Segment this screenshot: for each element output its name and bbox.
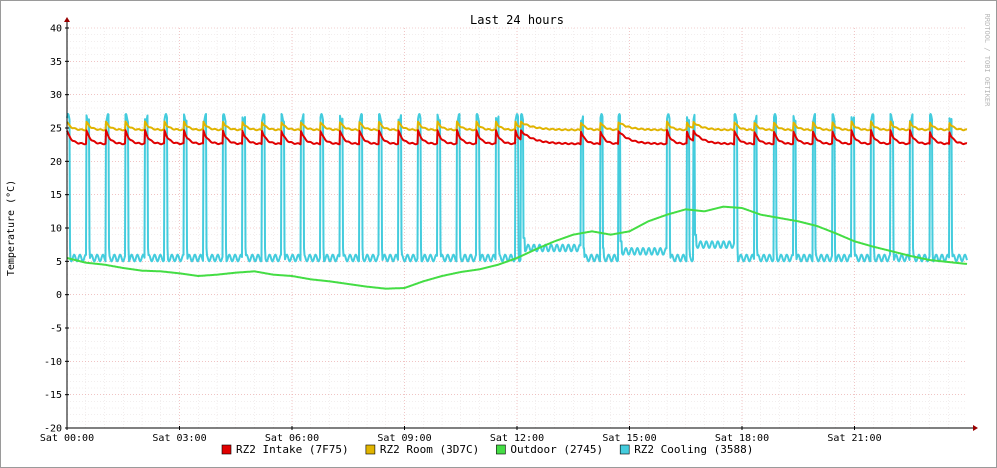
x-tick-label: Sat 12:00 [490, 433, 544, 444]
legend-label: RZ2 Intake (7F75) [236, 443, 349, 456]
y-axis-label: Temperature (°C) [6, 180, 17, 276]
y-tick-label: 5 [56, 257, 62, 268]
y-tick-label: 40 [50, 24, 62, 35]
legend-label: Outdoor (2745) [510, 443, 603, 456]
series-line-rz2-cooling-3588 [66, 113, 968, 263]
x-tick-label: Sat 06:00 [265, 433, 319, 444]
x-tick-label: Sat 18:00 [715, 433, 769, 444]
legend-swatch [365, 444, 376, 455]
series-line-outdoor-2745 [66, 205, 968, 290]
series-line-rz2-room-3d7c [66, 120, 968, 132]
chart-title: Last 24 hours [470, 13, 564, 27]
y-axis-arrow [64, 17, 70, 22]
y-tick-label: -5 [50, 324, 62, 335]
legend-label: RZ2 Cooling (3588) [634, 443, 753, 456]
x-tick-label: Sat 03:00 [152, 433, 206, 444]
x-axis-arrow [973, 425, 978, 431]
y-tick-label: -10 [44, 357, 62, 368]
legend-label: RZ2 Room (3D7C) [380, 443, 479, 456]
legend-swatch [619, 444, 630, 455]
x-tick-label: Sat 15:00 [602, 433, 656, 444]
x-tick-label: Sat 09:00 [377, 433, 431, 444]
y-tick-label: -15 [44, 390, 62, 401]
y-tick-label: 35 [50, 57, 62, 68]
y-tick-label: 10 [50, 224, 62, 235]
rrdtool-watermark: RRDTOOL / TOBI OETIKER [983, 14, 991, 108]
y-tick-label: 0 [56, 290, 62, 301]
y-tick-label: -20 [44, 424, 62, 435]
y-tick-label: 30 [50, 90, 62, 101]
x-tick-label: Sat 00:00 [40, 433, 94, 444]
y-tick-label: 25 [50, 124, 62, 135]
series-line-rz2-intake-7f75 [66, 129, 968, 146]
x-tick-label: Sat 21:00 [827, 433, 881, 444]
legend-swatch [496, 444, 506, 455]
y-tick-label: 15 [50, 190, 62, 201]
legend-swatch [221, 444, 232, 455]
y-tick-label: 20 [50, 157, 62, 168]
